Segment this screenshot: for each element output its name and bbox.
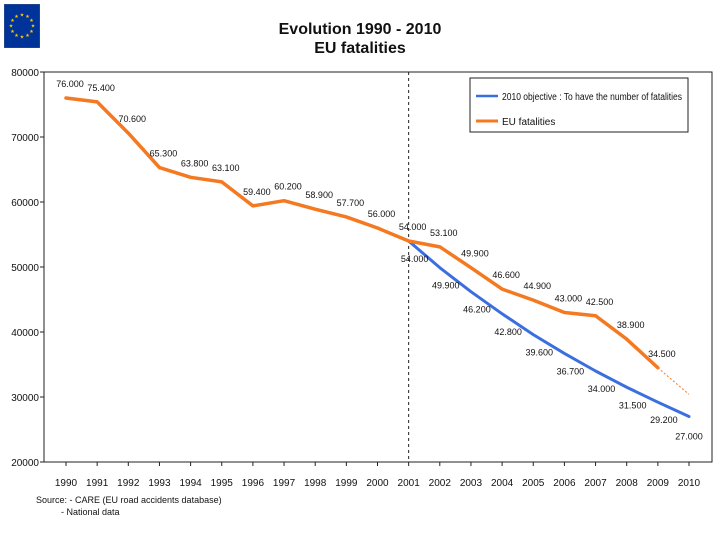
data-label-objective: 34.000: [588, 384, 616, 394]
eu-flag-icon: ★ ★★★★★★★★★★★: [4, 4, 40, 48]
data-label-objective: 31.500: [619, 400, 647, 410]
flag-star-icon: ★: [29, 18, 34, 24]
x-tick-label: 2005: [522, 478, 545, 489]
data-label-fatalities: 46.600: [492, 270, 520, 280]
flag-star-icon: ★: [25, 33, 30, 39]
data-label-fatalities: 70.600: [119, 114, 147, 124]
y-tick-label: 70000: [11, 133, 39, 144]
data-label-objective: 29.200: [650, 415, 678, 425]
y-tick-label: 80000: [11, 68, 39, 79]
data-label-fatalities: 53.100: [430, 228, 458, 238]
x-tick-label: 1998: [304, 478, 327, 489]
x-axis: 1990 1991 1992 1993 1994 1995 1996 1997 1998 1999…: [55, 462, 701, 489]
flag-star-icon: ★: [31, 24, 36, 30]
x-tick-label: 2001: [398, 478, 421, 489]
x-tick-label: 2004: [491, 478, 514, 489]
x-tick-label: 1999: [335, 478, 358, 489]
y-tick-label: 40000: [11, 328, 39, 339]
data-label-fatalities: 63.800: [181, 158, 209, 168]
data-label-fatalities: 44.900: [523, 281, 551, 291]
y-tick-label: 30000: [11, 393, 39, 404]
x-tick-label: 1994: [179, 478, 202, 489]
data-label-fatalities: 75.400: [87, 83, 115, 93]
data-label-fatalities: 42.500: [586, 297, 614, 307]
x-tick-label: 2009: [647, 478, 670, 489]
flag-star-icon: ★: [9, 24, 14, 30]
flag-stars: ★ ★★★★★★★★★★★: [9, 13, 36, 41]
series-line-objective: [407, 239, 691, 418]
x-tick-label: 2007: [584, 478, 607, 489]
chart-title-line1: Evolution 1990 - 2010: [278, 21, 442, 38]
data-label-objective: 27.000: [675, 432, 703, 442]
flag-star-icon: ★: [14, 14, 19, 20]
flag-star-icon: ★: [20, 13, 25, 19]
data-label-fatalities: 54.000: [399, 222, 427, 232]
data-label-fatalities: 34.500: [648, 349, 676, 359]
data-label-fatalities: 60.200: [274, 182, 302, 192]
flag-star-icon: ★: [20, 35, 25, 41]
data-label-fatalities: 57.700: [337, 198, 365, 208]
x-tick-label: 1996: [242, 478, 265, 489]
data-label-objective: 39.600: [525, 348, 553, 358]
data-label-fatalities: 38.900: [617, 320, 645, 330]
x-tick-label: 2000: [366, 478, 389, 489]
data-label-fatalities: 59.400: [243, 187, 271, 197]
flag-star-icon: ★: [29, 29, 34, 35]
data-label-fatalities: 49.900: [461, 249, 489, 259]
y-tick-label: 60000: [11, 198, 39, 209]
chart-title: Evolution 1990 - 2010 EU fatalities: [0, 20, 720, 58]
flag-star-icon: ★: [10, 18, 15, 24]
series-line-fatalities: [64, 96, 660, 370]
x-tick-label: 1992: [117, 478, 140, 489]
data-label-fatalities: 76.000: [56, 79, 84, 89]
data-label-objective: 46.200: [463, 305, 491, 315]
x-tick-label: 2003: [460, 478, 483, 489]
flag-star-icon: ★: [14, 33, 19, 39]
x-tick-label: 2006: [553, 478, 576, 489]
x-tick-label: 1995: [211, 478, 234, 489]
source-line1: Source: - CARE (EU road accidents databa…: [36, 495, 222, 505]
data-label-fatalities: 58.900: [305, 190, 333, 200]
flag-star-icon: ★: [25, 14, 30, 20]
legend-box: [469, 77, 689, 133]
y-tick-label: 50000: [11, 263, 39, 274]
x-tick-label: 1997: [273, 478, 296, 489]
flag-star-icon: ★: [10, 29, 15, 35]
data-label-fatalities: 43.000: [555, 294, 583, 304]
data-label-objective: 49.900: [432, 281, 460, 291]
x-tick-label: 2010: [678, 478, 701, 489]
x-tick-label: 1990: [55, 478, 78, 489]
y-tick-label: 20000: [11, 458, 39, 469]
data-label-fatalities: 63.100: [212, 163, 240, 173]
fatalities-trend-extension: [657, 367, 690, 395]
flag-background: [4, 4, 40, 48]
data-label-objective: 54.000: [401, 254, 429, 264]
source-line2: - National data: [61, 507, 120, 517]
source-note: Source: - CARE (EU road accidents databa…: [36, 494, 222, 518]
x-tick-label: 1993: [148, 478, 171, 489]
data-label-fatalities: 65.300: [150, 149, 178, 159]
data-label-objective: 42.800: [494, 327, 522, 337]
chart-subtitle: EU fatalities: [314, 40, 406, 57]
data-label-fatalities: 56.000: [368, 209, 396, 219]
legend-label-objective: 2010 objective : To have the number of f…: [502, 92, 682, 103]
legend: 2010 objective : To have the number of f…: [469, 77, 689, 133]
x-tick-label: 2008: [616, 478, 639, 489]
series-layer: [64, 96, 691, 418]
data-label-objective: 36.700: [557, 366, 585, 376]
x-tick-label: 2002: [429, 478, 452, 489]
legend-label-fatalities: EU fatalities: [502, 117, 555, 128]
x-tick-label: 1991: [86, 478, 109, 489]
y-axis: 20000 30000 40000 50000 60000 70000 80000: [11, 68, 44, 469]
